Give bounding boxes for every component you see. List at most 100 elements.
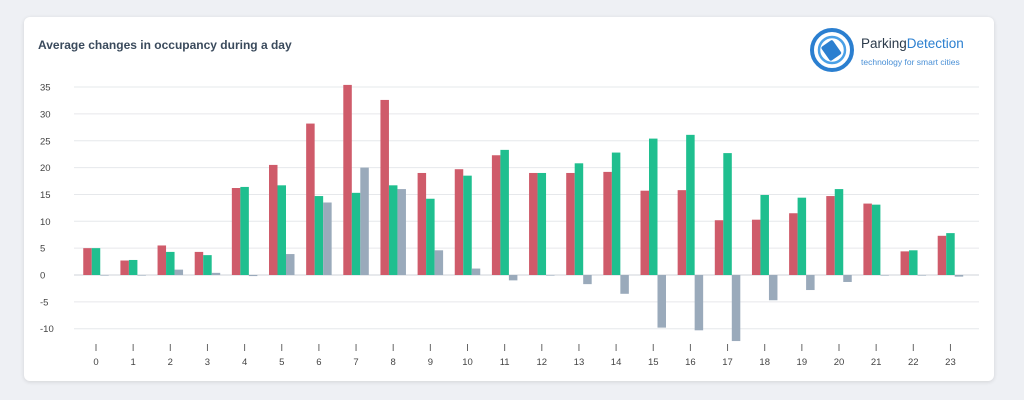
bar [760, 194, 769, 275]
x-tick-label: 18 [759, 357, 770, 368]
logo-name: ParkingDetection [861, 36, 964, 51]
bar [471, 268, 481, 275]
bar [789, 213, 798, 275]
bar [937, 235, 947, 275]
x-tick-label: 22 [908, 357, 919, 368]
x-tick-label: 7 [353, 357, 358, 368]
bar [566, 172, 575, 275]
bar [351, 192, 361, 275]
bar [211, 272, 221, 275]
bar [574, 163, 584, 275]
bar [120, 260, 129, 275]
y-tick-label: -5 [40, 297, 48, 308]
bar [454, 169, 464, 275]
logo-name-part1: Parking [861, 36, 907, 51]
bar [900, 251, 910, 275]
bar [463, 175, 472, 275]
bar [83, 248, 92, 275]
x-tick-label: 3 [205, 357, 210, 368]
bar [871, 204, 881, 275]
bar [417, 172, 427, 275]
bar [694, 275, 704, 331]
x-tick-label: 15 [648, 357, 659, 368]
x-tick-label: 19 [797, 357, 808, 368]
x-tick-label: 13 [574, 357, 585, 368]
x-tick-label: 8 [391, 357, 396, 368]
x-tick-label: 1 [131, 357, 136, 368]
bar [434, 250, 444, 275]
bar [657, 275, 666, 328]
bar [649, 138, 658, 275]
bar [248, 275, 258, 277]
y-tick-label: 20 [40, 163, 51, 174]
bar [583, 275, 592, 285]
bar [909, 250, 918, 275]
x-tick-label: 23 [945, 357, 956, 368]
bar [91, 248, 101, 275]
y-tick-label: 15 [40, 190, 51, 201]
x-tick-label: 5 [279, 357, 284, 368]
bar [286, 254, 295, 275]
bar [751, 219, 761, 275]
bar [880, 275, 889, 276]
logo-tagline: technology for smart cities [861, 57, 960, 67]
bar [537, 172, 547, 275]
bar [231, 188, 241, 275]
bar [166, 251, 175, 275]
bar [100, 275, 109, 276]
y-tick-label: 5 [40, 244, 45, 255]
y-tick-label: 10 [40, 217, 51, 228]
bar [397, 189, 406, 275]
x-tick-label: 6 [316, 357, 321, 368]
bar [797, 197, 807, 275]
bar [269, 164, 278, 275]
bar [723, 153, 732, 275]
bar [194, 251, 204, 275]
bar [826, 196, 835, 275]
bar [954, 275, 964, 277]
x-tick-label: 2 [168, 357, 173, 368]
bar [491, 155, 501, 275]
logo-name-part2: Detection [906, 36, 964, 51]
bar [806, 275, 815, 291]
bar [686, 134, 695, 275]
y-tick-label: 25 [40, 136, 51, 147]
bar [174, 269, 184, 275]
bar [677, 190, 687, 275]
bar [426, 198, 435, 275]
bar [277, 185, 286, 275]
bar [500, 149, 509, 275]
y-tick-label: 0 [40, 271, 45, 282]
bar [529, 172, 538, 275]
bar [203, 255, 212, 275]
bar [380, 99, 389, 275]
company-logo: ParkingDetection technology for smart ci… [809, 27, 989, 77]
bar [360, 167, 369, 275]
bar [240, 186, 249, 275]
bar [843, 275, 852, 282]
parking-detection-logo-icon [810, 28, 854, 72]
bar [323, 202, 332, 275]
bar [640, 190, 649, 275]
x-tick-label: 21 [871, 357, 882, 368]
bar [946, 233, 955, 275]
bar [343, 84, 352, 275]
bar [388, 185, 398, 275]
y-tick-label: 35 [40, 83, 51, 94]
bar [731, 275, 741, 342]
bar [611, 152, 621, 275]
bar [768, 275, 778, 301]
y-tick-label: -10 [40, 324, 54, 335]
bar [917, 275, 927, 276]
x-tick-label: 12 [537, 357, 548, 368]
y-tick-label: 30 [40, 109, 51, 120]
bar [603, 171, 612, 275]
bar [620, 275, 629, 294]
bar [508, 275, 518, 281]
chart-card: Average changes in occupancy during a da… [24, 17, 994, 381]
x-tick-label: 0 [93, 357, 98, 368]
bar [863, 203, 872, 275]
x-tick-label: 10 [462, 357, 473, 368]
bar [128, 259, 138, 275]
